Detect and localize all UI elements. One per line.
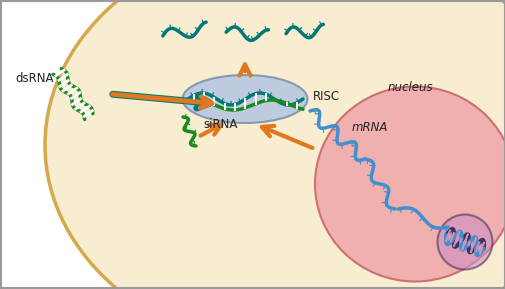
Text: nucleus: nucleus bbox=[386, 81, 432, 94]
Text: dsRNA: dsRNA bbox=[15, 73, 54, 86]
Ellipse shape bbox=[45, 0, 505, 289]
Ellipse shape bbox=[182, 75, 307, 123]
Text: RISC: RISC bbox=[313, 90, 339, 103]
Ellipse shape bbox=[437, 214, 491, 270]
Text: siRNA: siRNA bbox=[203, 118, 237, 131]
Text: mRNA: mRNA bbox=[351, 121, 387, 134]
Ellipse shape bbox=[315, 86, 505, 281]
